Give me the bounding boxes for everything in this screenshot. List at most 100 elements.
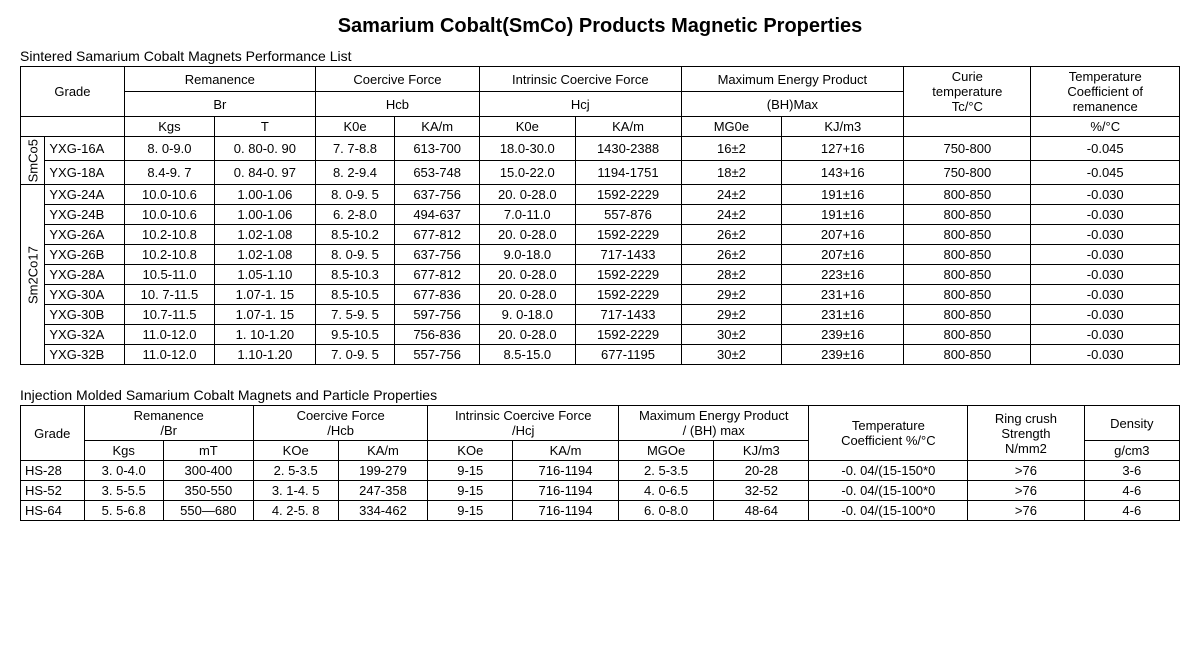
cell: 20. 0-28.0 xyxy=(480,265,575,285)
cell: 1592-2229 xyxy=(575,265,681,285)
cell: 597-756 xyxy=(395,305,480,325)
cell: 7. 7-8.8 xyxy=(315,137,395,161)
cell: 29±2 xyxy=(681,305,782,325)
cell: 20. 0-28.0 xyxy=(480,185,575,205)
cell: 9. 0-18.0 xyxy=(480,305,575,325)
cell: YXG-26B xyxy=(45,245,125,265)
cell: -0. 04/(15-100*0 xyxy=(809,501,968,521)
cell: 9.5-10.5 xyxy=(315,325,395,345)
cell: 239±16 xyxy=(782,325,904,345)
cell: 1592-2229 xyxy=(575,225,681,245)
cell: 750-800 xyxy=(904,137,1031,161)
cell: 677-812 xyxy=(395,265,480,285)
cell: 8. 0-9.0 xyxy=(124,137,214,161)
page-title: Samarium Cobalt(SmCo) Products Magnetic … xyxy=(20,15,1180,38)
cell: 557-876 xyxy=(575,205,681,225)
cell: YXG-24A xyxy=(45,185,125,205)
hdr-t: T xyxy=(215,117,316,137)
hdr-kam2: KA/m xyxy=(575,117,681,137)
cell: 1592-2229 xyxy=(575,285,681,305)
cell: 18.0-30.0 xyxy=(480,137,575,161)
cell: HS-28 xyxy=(21,461,85,481)
cell: 10.2-10.8 xyxy=(124,225,214,245)
cell: 16±2 xyxy=(681,137,782,161)
cell: YXG-16A xyxy=(45,137,125,161)
cell: 32-52 xyxy=(714,481,809,501)
cell: 637-756 xyxy=(395,185,480,205)
hdr2-kam2: KA/m xyxy=(513,441,619,461)
hdr-maxenergy: Maximum Energy Product xyxy=(681,67,904,92)
cell: 48-64 xyxy=(714,501,809,521)
cell: 6. 2-8.0 xyxy=(315,205,395,225)
cell: 26±2 xyxy=(681,225,782,245)
cell: 8.5-15.0 xyxy=(480,345,575,365)
cell: -0.045 xyxy=(1031,161,1180,185)
cell: -0.030 xyxy=(1031,185,1180,205)
cell: 750-800 xyxy=(904,161,1031,185)
cell: 3-6 xyxy=(1084,461,1179,481)
cell: 1.07-1. 15 xyxy=(215,285,316,305)
cell: YXG-32A xyxy=(45,325,125,345)
cell: -0.030 xyxy=(1031,285,1180,305)
cell: 10.0-10.6 xyxy=(124,185,214,205)
cell: 677-836 xyxy=(395,285,480,305)
injection-table: Grade Remanence/Br Coercive Force/Hcb In… xyxy=(20,405,1180,521)
hdr-hcb: Hcb xyxy=(315,92,479,117)
hdr-intrinsic: Intrinsic Coercive Force xyxy=(480,67,681,92)
cell: 800-850 xyxy=(904,305,1031,325)
hdr-k0e2: K0e xyxy=(480,117,575,137)
cell: 223±16 xyxy=(782,265,904,285)
cell: 8. 0-9. 5 xyxy=(315,245,395,265)
hdr-curie: Curie temperature Tc/°C xyxy=(904,67,1031,117)
table-row: HS-283. 0-4.0300-4002. 5-3.5199-2799-157… xyxy=(21,461,1180,481)
hdr2-max: Maximum Energy Product/ (BH) max xyxy=(618,406,809,441)
cell: 1.02-1.08 xyxy=(215,225,316,245)
cell: 20. 0-28.0 xyxy=(480,325,575,345)
cell: 191±16 xyxy=(782,205,904,225)
table-row: YXG-32A11.0-12.01. 10-1.209.5-10.5756-83… xyxy=(21,325,1180,345)
table-row: YXG-32B11.0-12.01.10-1.207. 0-9. 5557-75… xyxy=(21,345,1180,365)
cell: 0. 84-0. 97 xyxy=(215,161,316,185)
cell: YXG-28A xyxy=(45,265,125,285)
cell: 800-850 xyxy=(904,265,1031,285)
table2-subtitle: Injection Molded Samarium Cobalt Magnets… xyxy=(20,387,1180,403)
cell: 800-850 xyxy=(904,205,1031,225)
cell: 20-28 xyxy=(714,461,809,481)
cell: 8.5-10.3 xyxy=(315,265,395,285)
sintered-table: Grade Remanence Coercive Force Intrinsic… xyxy=(20,66,1180,365)
cell: 7. 0-9. 5 xyxy=(315,345,395,365)
hdr2-kgs: Kgs xyxy=(84,441,163,461)
cell: 3. 5-5.5 xyxy=(84,481,163,501)
cell: HS-52 xyxy=(21,481,85,501)
cell: 1.07-1. 15 xyxy=(215,305,316,325)
hdr-kjm3: KJ/m3 xyxy=(782,117,904,137)
cell: 717-1433 xyxy=(575,305,681,325)
cell: 800-850 xyxy=(904,345,1031,365)
hdr-tempcoef: Temperature Coefficient of remanence xyxy=(1031,67,1180,117)
cell: 6. 0-8.0 xyxy=(618,501,713,521)
cell: 1592-2229 xyxy=(575,325,681,345)
cell: 1. 10-1.20 xyxy=(215,325,316,345)
cell: 10.7-11.5 xyxy=(124,305,214,325)
table-row: YXG-24B10.0-10.61.00-1.066. 2-8.0494-637… xyxy=(21,205,1180,225)
cell: 8. 2-9.4 xyxy=(315,161,395,185)
cell: >76 xyxy=(968,501,1084,521)
cell: 3. 0-4.0 xyxy=(84,461,163,481)
hdr-blank2 xyxy=(904,117,1031,137)
cell: 26±2 xyxy=(681,245,782,265)
cell: 207+16 xyxy=(782,225,904,245)
cell: -0.030 xyxy=(1031,325,1180,345)
cell: HS-64 xyxy=(21,501,85,521)
table-row: HS-645. 5-6.8550—6804. 2-5. 8334-4629-15… xyxy=(21,501,1180,521)
cell: 28±2 xyxy=(681,265,782,285)
cell: >76 xyxy=(968,461,1084,481)
cell: 24±2 xyxy=(681,205,782,225)
hdr-br: Br xyxy=(124,92,315,117)
table-row: Sm2Co17YXG-24A10.0-10.61.00-1.068. 0-9. … xyxy=(21,185,1180,205)
hdr2-dens: Density xyxy=(1084,406,1179,441)
cell: 30±2 xyxy=(681,325,782,345)
cell: YXG-30B xyxy=(45,305,125,325)
cell: 5. 5-6.8 xyxy=(84,501,163,521)
cell: 350-550 xyxy=(163,481,253,501)
cell: 4-6 xyxy=(1084,501,1179,521)
